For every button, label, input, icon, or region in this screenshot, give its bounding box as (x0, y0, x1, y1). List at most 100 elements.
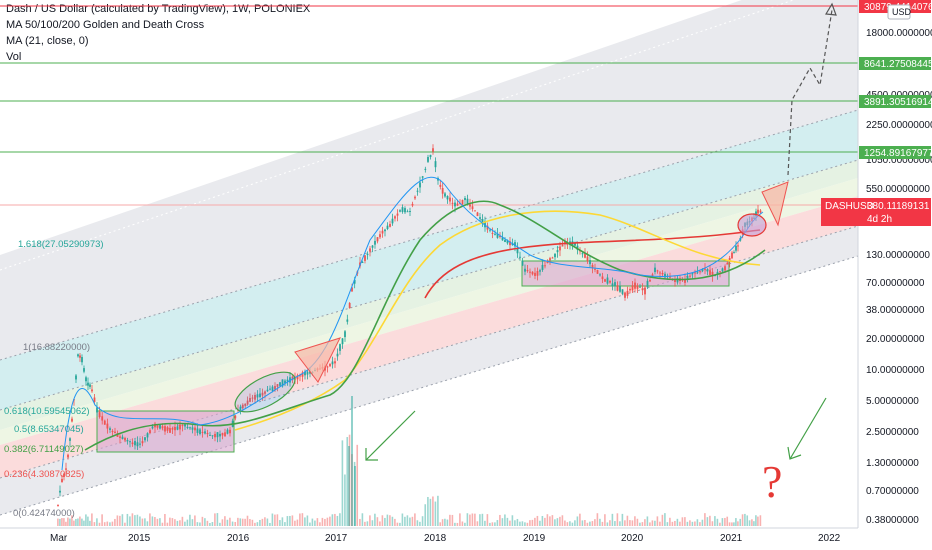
candle-body (669, 276, 671, 278)
volume-bar (451, 514, 454, 526)
candle-body (419, 182, 421, 188)
volume-bar (341, 440, 344, 526)
volume-bar (576, 516, 579, 526)
volume-bar (733, 522, 735, 526)
indicator-ma21[interactable]: MA (21, close, 0) (6, 35, 89, 47)
volume-bar (264, 517, 266, 526)
candle-body (119, 436, 121, 438)
candle-body (77, 354, 79, 357)
volume-bar (126, 513, 129, 526)
moving-averages (61, 176, 766, 471)
volume-bar (319, 522, 321, 526)
drawings[interactable]: ? (229, 2, 837, 507)
channel-band-lightgreen (0, 178, 858, 445)
volume-bar (296, 519, 299, 526)
candle-body (296, 375, 299, 380)
volume-bar (621, 513, 624, 526)
candle-body (91, 389, 93, 392)
candle-body (209, 434, 211, 436)
candle-body (384, 229, 386, 232)
candle-body (509, 241, 511, 246)
volume-bar (83, 520, 85, 526)
volume-bar (626, 515, 629, 526)
y-tick: 0.38000000 (866, 515, 919, 526)
candle-body (98, 412, 101, 418)
volume-bar (199, 522, 201, 526)
volume-bar (671, 521, 674, 526)
candle-body (466, 198, 469, 205)
volume-bar (444, 518, 446, 526)
volume-bar (737, 521, 739, 526)
volume-bar (386, 514, 389, 526)
indicator-volume[interactable]: Vol (6, 51, 22, 63)
volume-bar (231, 521, 234, 526)
volume-bar (469, 514, 471, 526)
fib-labels: 1.618(27.05290973) 1(16.88220000) 0.618(… (4, 239, 104, 519)
candle-body (539, 270, 541, 272)
volume-bar (479, 514, 481, 526)
candle-body (684, 279, 686, 283)
volume-bar (589, 521, 591, 526)
volume-bar (164, 513, 166, 526)
y-tick: 1.30000000 (866, 458, 919, 469)
candle-body (196, 428, 199, 433)
volume-bar (144, 518, 146, 526)
range-box-2015 (96, 410, 235, 453)
volume-bar (554, 519, 556, 526)
candle-body (71, 418, 73, 422)
candle-body (299, 375, 301, 377)
volume-bar (154, 517, 156, 526)
candle-body (489, 229, 491, 231)
candle-body (491, 232, 494, 234)
ellipse-2016 (234, 371, 296, 413)
volume-bar (691, 521, 694, 526)
volume-bar (466, 513, 469, 526)
candle-body (269, 388, 271, 390)
candle-body (444, 193, 446, 197)
fib-label: 0.5(8.65347045) (14, 424, 84, 435)
candle-body (601, 276, 604, 280)
volume-bar (728, 522, 731, 526)
volume-bar (191, 519, 194, 526)
x-tick: 2022 (818, 533, 841, 544)
volume-bar (679, 521, 681, 526)
price-axis[interactable]: 18000.00000000 4500.00000000 2250.000000… (821, 0, 932, 528)
volume-bar (316, 518, 319, 526)
volume-bar (411, 516, 414, 526)
candle-body (481, 219, 484, 223)
volume-bar (759, 515, 762, 526)
y-tick: 550.00000000 (866, 184, 930, 195)
volume-bar (751, 519, 753, 526)
volume-bar (511, 515, 514, 526)
candle-body (109, 428, 111, 430)
time-axis[interactable]: Mar 2015 2016 2017 2018 2019 2020 2021 2… (0, 527, 932, 550)
candle-body (226, 429, 229, 434)
volume-bar (336, 515, 339, 526)
candle-body (414, 196, 416, 199)
candle-body (757, 209, 759, 214)
volume-bar (534, 517, 536, 526)
candle-body (334, 361, 336, 364)
candle-body (216, 432, 219, 438)
volume-bar (384, 517, 386, 526)
indicator-ma-cross[interactable]: MA 50/100/200 Golden and Death Cross (6, 19, 205, 31)
candle-body (351, 287, 353, 292)
currency-badge (887, 4, 911, 20)
candle-body (259, 393, 261, 397)
volume-bar (339, 513, 341, 526)
candle-body (404, 208, 406, 213)
candle-body (129, 441, 131, 443)
volume-bar (98, 522, 101, 526)
candle-body (344, 331, 346, 338)
candle-body (591, 265, 594, 268)
volume-bar (174, 519, 176, 526)
volume-bar (366, 521, 369, 526)
candle-body (609, 281, 611, 283)
volume-bar (601, 521, 604, 526)
range-boxes[interactable] (96, 260, 730, 453)
volume-bar (686, 521, 689, 526)
volume-bar (301, 513, 304, 526)
candle-body (211, 435, 214, 437)
candle-body (103, 420, 106, 425)
